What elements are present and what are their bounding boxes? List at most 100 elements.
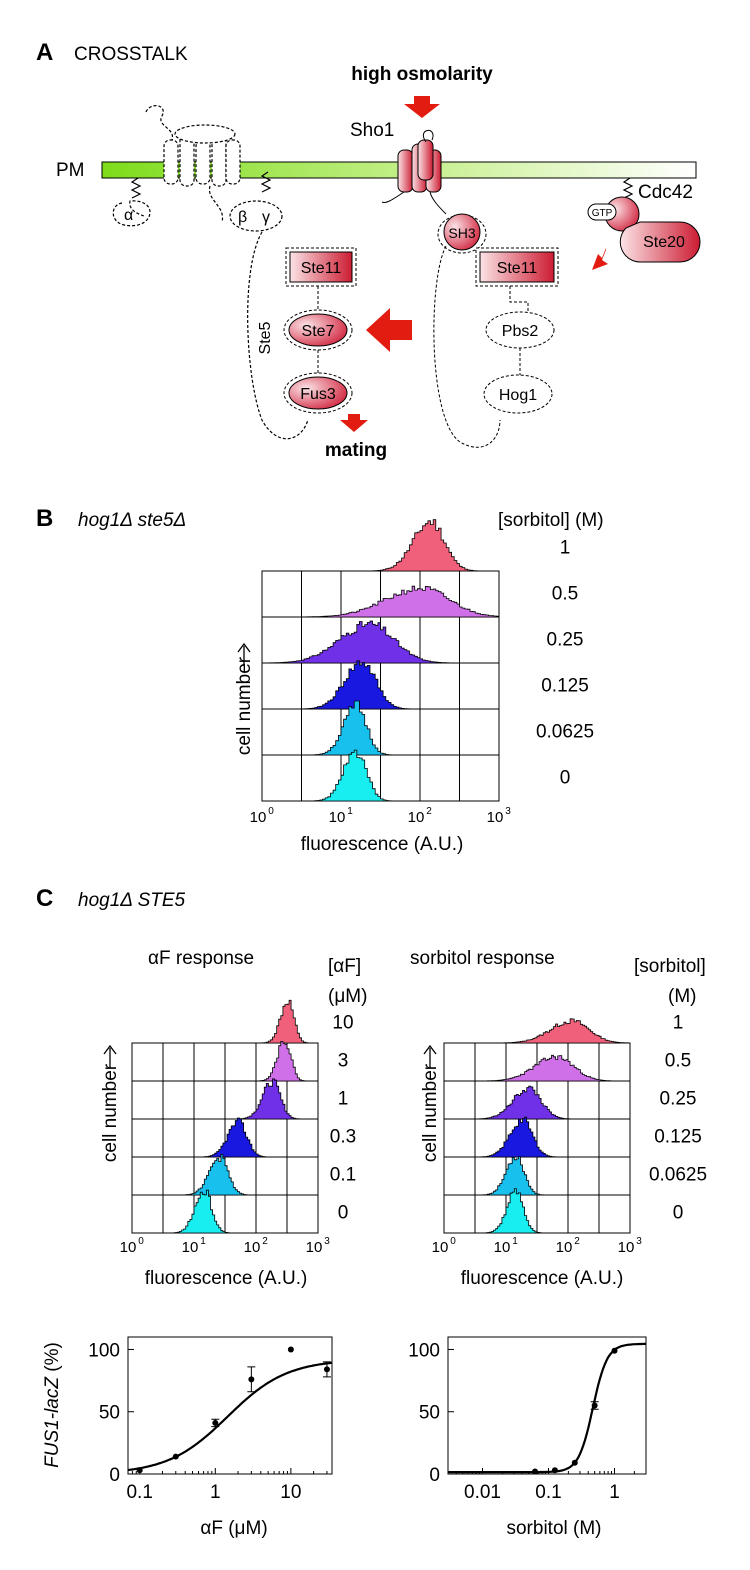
panel-c-left-concentration-label: 10 [332, 1013, 353, 1034]
ste20 [619, 221, 701, 263]
panel-b-x-tick-exponent: 0 [268, 806, 274, 817]
ste11-right [479, 251, 555, 283]
panel-b-concentration-label: 1 [560, 538, 571, 559]
dose-left-xlabel: αF (μM) [200, 1518, 267, 1539]
panel-b-histogram [261, 620, 499, 664]
panel-c-right-concentration-label: 0.0625 [649, 1165, 707, 1186]
g-beta-label: β [238, 209, 247, 226]
panel-c-right-x-tick-label: 10 [556, 1239, 573, 1256]
panel-c-genotype: hog1Δ STE5 [78, 890, 186, 911]
crosstalk-arrow [366, 308, 412, 352]
ste11-left-label: Ste11 [301, 260, 342, 277]
panel-c-left-x-tick-label: 10 [182, 1239, 199, 1256]
panel-b-histogram [262, 660, 499, 710]
lipid-anchor-gamma [260, 171, 272, 193]
sho1-receptor [397, 130, 442, 193]
dose-af-data-point [136, 1467, 143, 1474]
panel-b: B hog1Δ ste5Δ [sorbitol] (M) 1 0.5 0.25 0.1… [36, 505, 604, 855]
dose-sorbitol-x-tick-label: 0.01 [464, 1482, 501, 1503]
dose-af-frame [127, 1336, 333, 1475]
panel-b-x-tick-label: 10 [250, 809, 267, 826]
panel-c-left-x-tick-exponent: 0 [138, 1236, 144, 1247]
dose-af-data-point [248, 1376, 255, 1383]
y-arrow-c-right [423, 1044, 437, 1068]
panel-b-histogram [262, 585, 500, 618]
dose-af-data-point [212, 1419, 219, 1426]
panel-b-histogram [262, 519, 499, 572]
g-gamma-label: γ [262, 209, 270, 226]
panel-b-concentration-label: 0.125 [541, 676, 589, 697]
sho1-scaffold [433, 245, 501, 448]
panel-b-xlabel: fluorescence (A.U.) [301, 834, 464, 855]
panel-c-left-histogram [132, 1117, 318, 1158]
mating-arrow [340, 414, 368, 432]
lipid-anchor-cdc42 [622, 177, 634, 199]
dose-right-xlabel: sorbitol (M) [506, 1518, 601, 1539]
dose-ylabel: FUS1-lacZ (%) [42, 1342, 63, 1468]
panel-c-letter: C [36, 885, 53, 912]
panel-c-right-x-tick-exponent: 2 [574, 1236, 580, 1247]
panel-c-right-histogram [444, 1156, 630, 1196]
dose-sorbitol-data-point [532, 1468, 539, 1475]
dose-af-y-tick-label: 50 [99, 1403, 120, 1424]
panel-c-right-x-tick-label: 10 [618, 1239, 635, 1256]
panel-c-right-x-tick-label: 10 [494, 1239, 511, 1256]
panel-b-histogram [262, 700, 499, 756]
ste5-scaffold [247, 231, 309, 440]
panel-c-right-conc-title-1: [sorbitol] [634, 956, 706, 977]
dose-af-x-tick-label: 10 [280, 1482, 301, 1503]
panel-c-right-x-tick-exponent: 1 [512, 1236, 518, 1247]
panel-b-concentration-label: 0.5 [552, 584, 578, 605]
panel-b-x-tick-label: 10 [329, 809, 346, 826]
dose-sorbitol-data-point [611, 1347, 618, 1354]
dose-sorbitol-x-tick-label: 1 [609, 1482, 620, 1503]
fus3-label: Fus3 [300, 386, 336, 403]
panel-b-genotype: hog1Δ ste5Δ [78, 510, 186, 531]
panel-a-title: CROSSTALK [74, 44, 188, 65]
panel-a-letter: A [36, 39, 53, 66]
dose-sorbitol-y-tick-label: 100 [408, 1340, 440, 1361]
panel-b-x-tick-exponent: 3 [505, 806, 511, 817]
panel-b-x-tick-label: 10 [408, 809, 425, 826]
stimulus-arrow [404, 96, 440, 118]
panel-c: C hog1Δ STE5 αF response [αF] (μM) sorbi… [36, 885, 707, 1539]
dose-af-fit-curve [127, 1361, 333, 1472]
panel-c-left-concentration-label: 3 [338, 1051, 349, 1072]
stimulus-label: high osmolarity [351, 64, 493, 85]
panel-c-left-histogram [132, 1154, 318, 1196]
panel-c-left-x-tick-exponent: 2 [262, 1236, 268, 1247]
dose-af-data-point [323, 1366, 330, 1373]
panel-c-right-title: sorbitol response [410, 948, 555, 969]
ste7-label: Ste7 [302, 323, 335, 340]
dose-af-data-point [172, 1453, 179, 1460]
panel-c-right-conc-title-2: (M) [668, 986, 696, 1007]
panel-c-left-concentration-label: 0.1 [330, 1165, 356, 1186]
ste11-right-label: Ste11 [497, 260, 538, 277]
dose-af-x-tick-label: 0.1 [126, 1482, 152, 1503]
dose-response-af: 0 50 100 0.1 1 10 [88, 1336, 333, 1503]
dose-af-y-tick-label: 0 [109, 1465, 120, 1486]
dose-response-sorbitol: 0 50 100 0.01 0.1 1 [408, 1336, 647, 1503]
lipid-anchor-alpha [130, 177, 142, 199]
panel-c-right-concentration-label: 1 [673, 1013, 684, 1034]
dose-ylabel-italic: FUS1-lacZ [42, 1376, 63, 1468]
panel-c-right-x-tick-exponent: 3 [636, 1236, 642, 1247]
panel-c-right-ylabel: cell number [420, 1063, 441, 1162]
dose-sorbitol-data-point [591, 1402, 598, 1409]
panel-c-left-histogram [132, 1078, 318, 1120]
ste20-arrow [592, 248, 608, 270]
panel-c-left-histogram [132, 1041, 318, 1082]
gtp-label: GTP [592, 208, 613, 219]
panel-c-left-x-tick-label: 10 [306, 1239, 323, 1256]
panel-c-left-title: αF response [148, 948, 254, 969]
panel-b-conc-title: [sorbitol] (M) [498, 510, 604, 531]
panel-c-left-x-tick-label: 10 [120, 1239, 137, 1256]
gpcr-receptor [145, 105, 241, 223]
panel-c-left-conc-title-2: (μM) [328, 986, 367, 1007]
panel-b-concentration-label: 0.25 [547, 630, 584, 651]
g-alpha-label: α [124, 207, 133, 224]
cdc42-label: Cdc42 [638, 182, 693, 203]
